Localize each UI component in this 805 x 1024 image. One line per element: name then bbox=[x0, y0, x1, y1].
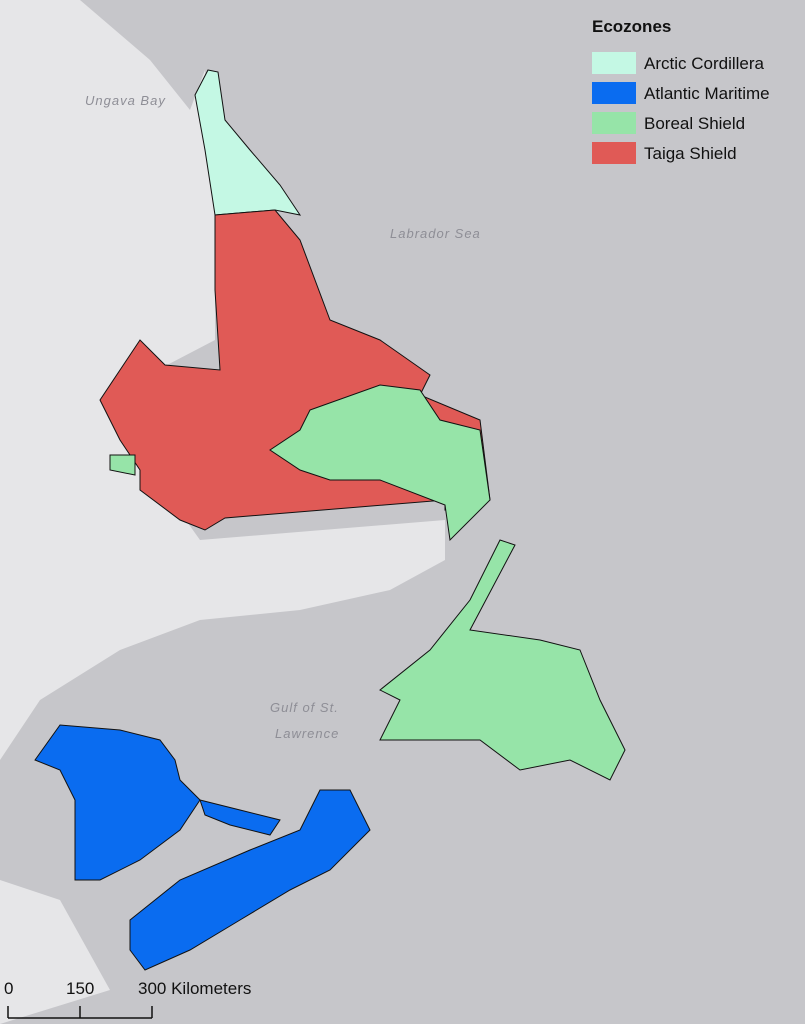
scale-label: 150 bbox=[66, 979, 94, 998]
land bbox=[0, 880, 110, 1024]
place-label: Ungava Bay bbox=[85, 93, 166, 108]
legend-title: Ecozones bbox=[592, 17, 671, 36]
legend: Arctic Cordillera Atlantic Maritime Boreal… bbox=[592, 52, 770, 164]
legend-swatch bbox=[592, 52, 636, 74]
legend-label: Atlantic Maritime bbox=[644, 84, 770, 103]
legend-label: Arctic Cordillera bbox=[644, 54, 765, 73]
region-boreal-shield bbox=[269, 384, 491, 542]
region-boreal-shield bbox=[379, 539, 626, 781]
legend-swatch bbox=[592, 142, 636, 164]
region-atlantic-maritime bbox=[34, 724, 201, 881]
region-boreal-shield bbox=[109, 454, 136, 476]
land bbox=[0, 0, 445, 760]
place-label: Labrador Sea bbox=[390, 226, 481, 241]
legend-swatch bbox=[592, 112, 636, 134]
scale-label: 0 bbox=[4, 979, 13, 998]
legend-swatch bbox=[592, 82, 636, 104]
legend-label: Boreal Shield bbox=[644, 114, 745, 133]
scale-bar: 0 150 300 Kilometers bbox=[4, 979, 251, 1019]
place-label: Lawrence bbox=[275, 726, 339, 741]
legend-label: Taiga Shield bbox=[644, 144, 737, 163]
region-atlantic-maritime bbox=[199, 799, 281, 836]
region-arctic-cordillera bbox=[194, 69, 302, 216]
scale-label: 300 Kilometers bbox=[138, 979, 251, 998]
region-atlantic-maritime bbox=[129, 789, 371, 971]
place-label: Gulf of St. bbox=[270, 700, 339, 715]
